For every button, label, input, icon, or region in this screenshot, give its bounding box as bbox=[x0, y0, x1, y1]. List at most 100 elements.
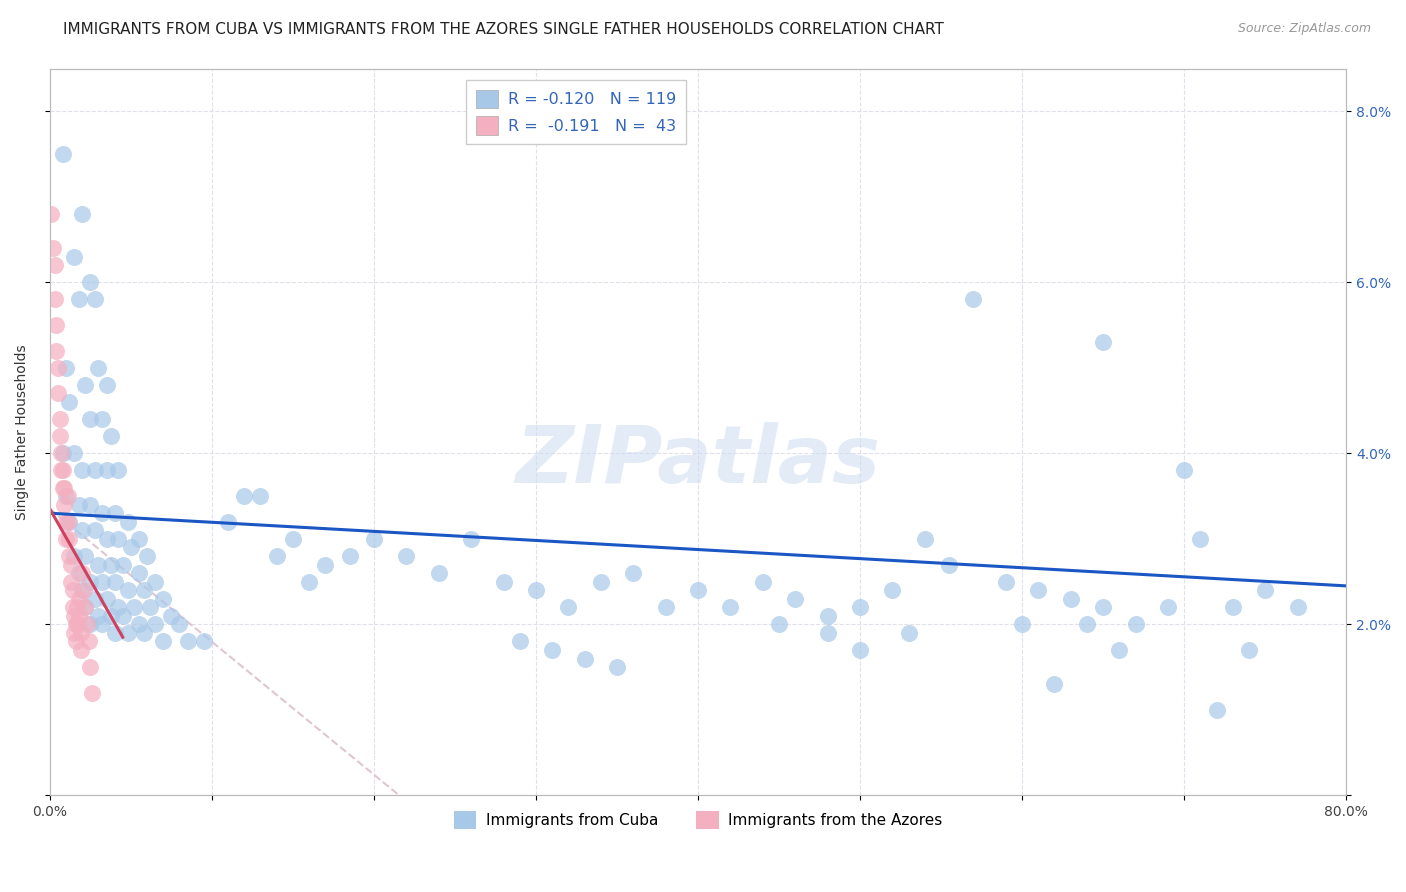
Point bbox=[136, 549, 159, 563]
Point bbox=[143, 574, 166, 589]
Point bbox=[48, 412, 70, 426]
Point bbox=[55, 360, 77, 375]
Point bbox=[90, 506, 112, 520]
Point bbox=[84, 591, 107, 606]
Point bbox=[128, 617, 150, 632]
Point bbox=[233, 489, 256, 503]
Point bbox=[817, 626, 839, 640]
Point bbox=[79, 498, 101, 512]
Point bbox=[63, 626, 86, 640]
Point bbox=[63, 446, 86, 460]
Point bbox=[938, 558, 960, 572]
Point bbox=[66, 600, 89, 615]
Point bbox=[62, 600, 84, 615]
Point bbox=[217, 515, 239, 529]
Point bbox=[63, 549, 86, 563]
Point bbox=[90, 412, 112, 426]
Point bbox=[58, 532, 80, 546]
Point bbox=[96, 378, 118, 392]
Point bbox=[79, 617, 101, 632]
Point bbox=[79, 412, 101, 426]
Point bbox=[492, 574, 515, 589]
Point bbox=[96, 532, 118, 546]
Point bbox=[87, 558, 110, 572]
Text: ZIPatlas: ZIPatlas bbox=[516, 422, 880, 500]
Point bbox=[1092, 600, 1115, 615]
Point bbox=[41, 207, 63, 221]
Point bbox=[122, 600, 145, 615]
Legend: Immigrants from Cuba, Immigrants from the Azores: Immigrants from Cuba, Immigrants from th… bbox=[447, 805, 949, 835]
Point bbox=[686, 583, 709, 598]
Point bbox=[65, 634, 87, 648]
Point bbox=[1043, 677, 1066, 691]
Point bbox=[314, 558, 336, 572]
Point bbox=[70, 524, 93, 538]
Point bbox=[363, 532, 385, 546]
Point bbox=[67, 591, 90, 606]
Point bbox=[752, 574, 775, 589]
Y-axis label: Single Father Households: Single Father Households bbox=[15, 344, 30, 520]
Point bbox=[132, 583, 155, 598]
Point bbox=[817, 608, 839, 623]
Point bbox=[52, 481, 75, 495]
Point bbox=[1254, 583, 1277, 598]
Point bbox=[44, 258, 66, 272]
Point bbox=[541, 643, 564, 657]
Point bbox=[395, 549, 418, 563]
Point bbox=[107, 532, 129, 546]
Point bbox=[70, 566, 93, 580]
Point bbox=[63, 608, 86, 623]
Point bbox=[524, 583, 547, 598]
Point bbox=[654, 600, 676, 615]
Point bbox=[339, 549, 361, 563]
Text: IMMIGRANTS FROM CUBA VS IMMIGRANTS FROM THE AZORES SINGLE FATHER HOUSEHOLDS CORR: IMMIGRANTS FROM CUBA VS IMMIGRANTS FROM … bbox=[63, 22, 945, 37]
Point bbox=[1076, 617, 1098, 632]
Point bbox=[67, 566, 90, 580]
Point bbox=[768, 617, 790, 632]
Point bbox=[75, 549, 97, 563]
Point bbox=[1286, 600, 1309, 615]
Point bbox=[51, 446, 73, 460]
Point bbox=[621, 566, 644, 580]
Point bbox=[427, 566, 450, 580]
Point bbox=[849, 643, 872, 657]
Point bbox=[718, 600, 741, 615]
Point bbox=[70, 463, 93, 477]
Point bbox=[75, 600, 97, 615]
Point bbox=[160, 608, 183, 623]
Point bbox=[77, 634, 100, 648]
Point bbox=[45, 343, 67, 358]
Point bbox=[1173, 463, 1195, 477]
Point bbox=[1189, 532, 1212, 546]
Point bbox=[70, 207, 93, 221]
Point bbox=[67, 293, 90, 307]
Point bbox=[46, 386, 69, 401]
Point bbox=[1060, 591, 1083, 606]
Point bbox=[460, 532, 482, 546]
Point bbox=[58, 515, 80, 529]
Point bbox=[45, 318, 67, 332]
Point bbox=[70, 583, 93, 598]
Point bbox=[1222, 600, 1244, 615]
Point bbox=[73, 583, 96, 598]
Point bbox=[1092, 335, 1115, 350]
Point bbox=[606, 660, 628, 674]
Point bbox=[52, 147, 75, 161]
Point bbox=[897, 626, 920, 640]
Point bbox=[107, 463, 129, 477]
Point bbox=[176, 634, 198, 648]
Point bbox=[1108, 643, 1130, 657]
Point bbox=[75, 378, 97, 392]
Point bbox=[111, 608, 134, 623]
Point bbox=[117, 583, 139, 598]
Point bbox=[100, 558, 122, 572]
Point bbox=[266, 549, 288, 563]
Point bbox=[48, 429, 70, 443]
Point bbox=[100, 429, 122, 443]
Point bbox=[152, 634, 174, 648]
Point bbox=[55, 489, 77, 503]
Point bbox=[1205, 703, 1227, 717]
Point bbox=[55, 532, 77, 546]
Point bbox=[53, 481, 76, 495]
Point bbox=[509, 634, 531, 648]
